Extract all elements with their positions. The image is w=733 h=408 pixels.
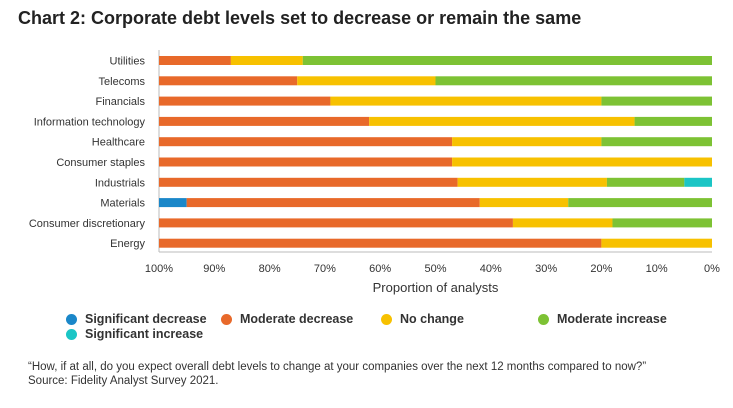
category-label-utilities: Utilities [110, 56, 146, 68]
bar-consumer-staples-moderate-decrease [159, 157, 453, 167]
bar-materials-moderate-decrease [186, 198, 480, 208]
x-axis-label: Proportion of analysts [373, 280, 499, 295]
legend-swatch [538, 313, 549, 325]
x-tick-label: 0% [704, 263, 720, 275]
source-note: Source: Fidelity Analyst Survey 2021. [28, 375, 219, 387]
legend-swatch [66, 313, 77, 325]
bar-industrials-moderate-decrease [159, 177, 458, 187]
category-label-healthcare: Healthcare [92, 137, 145, 149]
x-tick-label: 20% [590, 263, 612, 275]
legend-label: Significant increase [85, 327, 204, 341]
legend-item-moderate-increase: Moderate increase [538, 312, 667, 326]
bar-energy-no-change [601, 238, 712, 248]
legend-swatch [381, 313, 392, 325]
bar-information-technology-no-change [369, 116, 635, 126]
bar-materials-moderate-increase [568, 198, 712, 208]
bar-materials-no-change [479, 198, 569, 208]
x-tick-label: 40% [480, 263, 502, 275]
bar-telecoms-moderate-increase [435, 76, 712, 86]
category-label-telecoms: Telecoms [99, 76, 146, 88]
x-tick-label: 60% [369, 263, 391, 275]
bar-information-technology-moderate-increase [634, 116, 712, 126]
bar-financials-no-change [330, 96, 602, 106]
legend-swatch [66, 328, 77, 340]
bar-information-technology-moderate-decrease [159, 116, 370, 126]
bar-healthcare-no-change [452, 137, 602, 147]
category-label-consumer-discretionary: Consumer discretionary [29, 218, 146, 230]
x-tick-label: 70% [314, 263, 336, 275]
bar-healthcare-moderate-decrease [159, 137, 453, 147]
chart-legend: Significant decrease Moderate decrease No … [66, 312, 706, 344]
bar-energy-moderate-decrease [159, 238, 602, 248]
bar-financials-moderate-increase [601, 96, 712, 106]
bar-consumer-discretionary-no-change [512, 218, 613, 228]
chart-title: Chart 2: Corporate debt levels set to de… [18, 8, 582, 28]
bar-industrials-moderate-increase [606, 177, 685, 187]
legend-label: Significant decrease [85, 312, 207, 326]
bar-utilities-no-change [230, 56, 303, 65]
x-tick-label: 50% [424, 263, 446, 275]
bar-telecoms-moderate-decrease [159, 76, 298, 86]
category-label-information-technology: Information technology [34, 116, 146, 128]
category-label-industrials: Industrials [95, 177, 146, 189]
footnote: “How, if at all, do you expect overall d… [28, 360, 646, 388]
bar-telecoms-no-change [297, 76, 436, 86]
legend-item-moderate-decrease: Moderate decrease [221, 312, 353, 326]
survey-question: “How, if at all, do you expect overall d… [28, 361, 647, 373]
legend-item-no-change: No change [381, 312, 464, 326]
category-label-financials: Financials [95, 96, 145, 108]
x-tick-label: 100% [145, 263, 173, 275]
bar-industrials-no-change [457, 177, 607, 187]
category-label-consumer-staples: Consumer staples [56, 157, 145, 169]
legend-swatch [221, 313, 232, 325]
x-tick-label: 80% [259, 263, 281, 275]
legend-label: Moderate decrease [240, 312, 354, 326]
x-tick-label: 10% [646, 263, 668, 275]
bar-financials-moderate-decrease [159, 96, 331, 106]
category-label-energy: Energy [110, 238, 145, 250]
legend-item-significant-increase: Significant increase [66, 327, 203, 341]
bar-consumer-staples-no-change [452, 157, 712, 167]
x-tick-label: 90% [203, 263, 225, 275]
bar-materials-significant-decrease [159, 198, 187, 208]
bar-consumer-discretionary-moderate-decrease [159, 218, 513, 228]
category-label-materials: Materials [100, 198, 145, 210]
bar-industrials-significant-increase [684, 177, 712, 187]
legend-label: No change [400, 312, 464, 326]
bar-utilities-moderate-increase [302, 56, 712, 65]
bar-utilities-moderate-decrease [159, 56, 231, 65]
legend-label: Moderate increase [557, 312, 667, 326]
stacked-bar-chart: Utilities Telecoms Financials Information t… [29, 50, 720, 295]
bar-healthcare-moderate-increase [601, 137, 712, 147]
legend-item-significant-decrease: Significant decrease [66, 312, 207, 326]
bar-consumer-discretionary-moderate-increase [612, 218, 712, 228]
x-tick-label: 30% [535, 263, 557, 275]
